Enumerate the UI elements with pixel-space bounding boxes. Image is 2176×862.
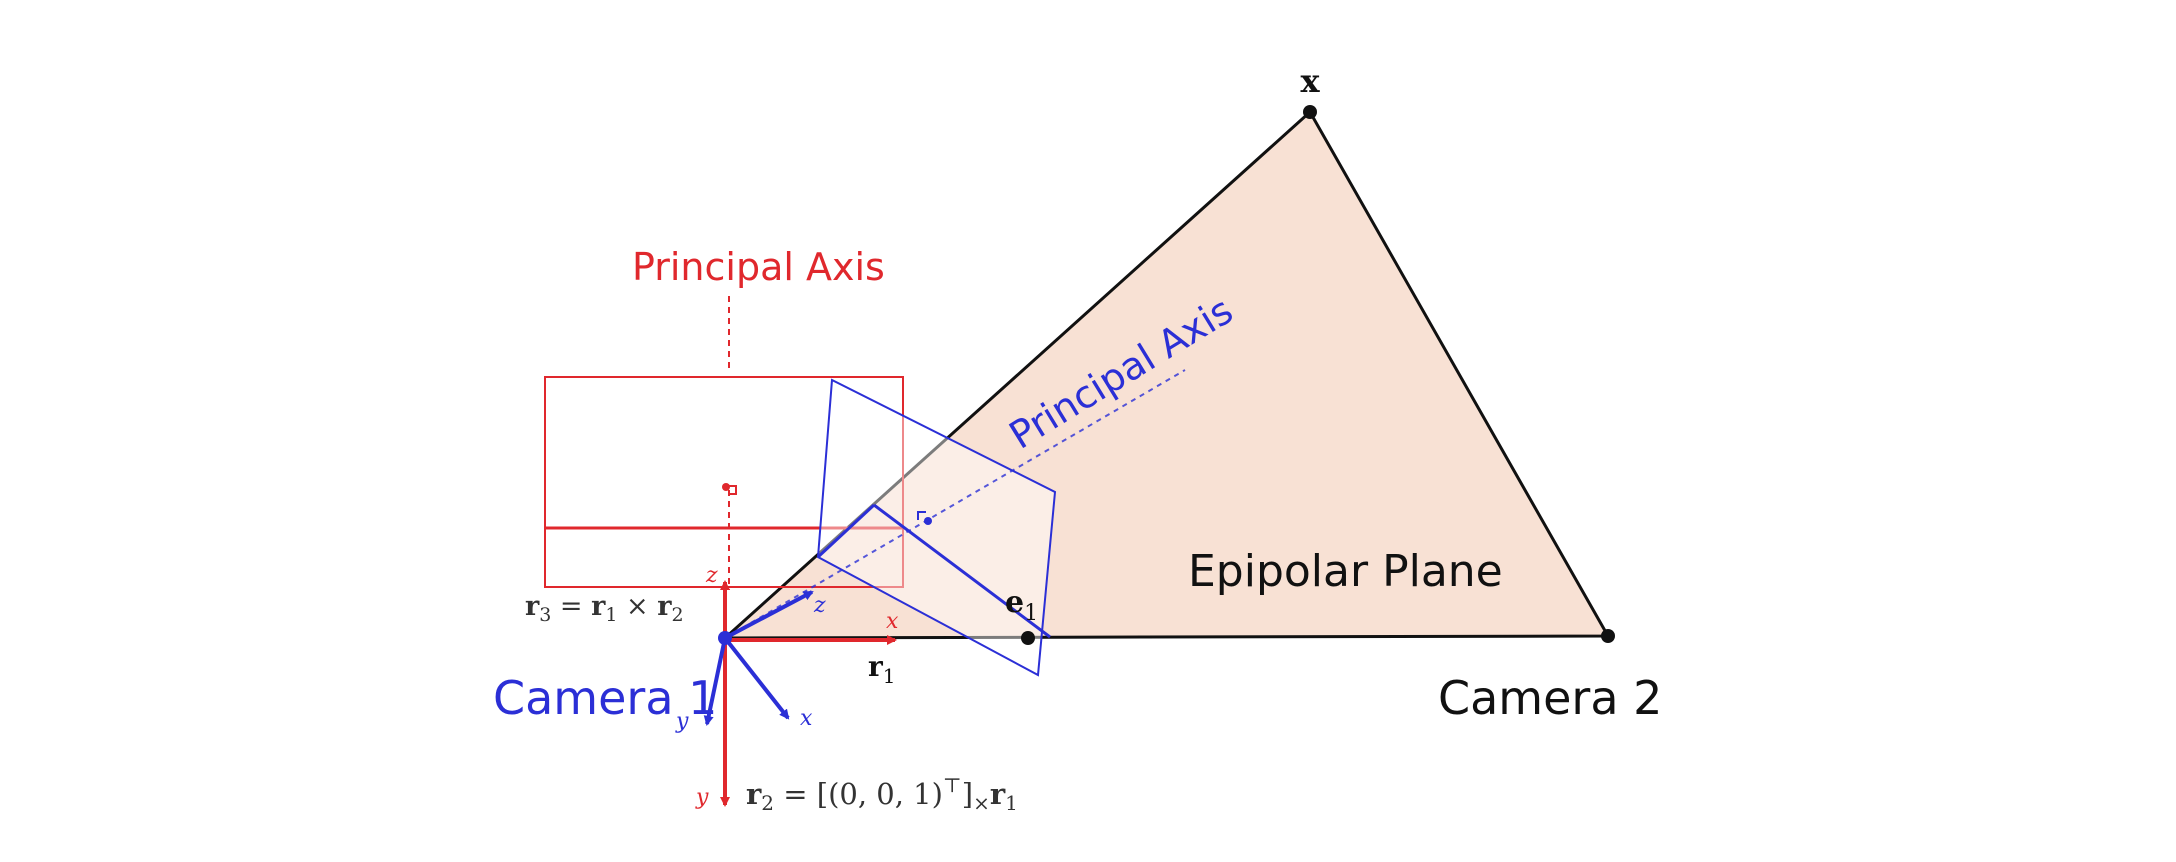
r2-sup: ⊤ [943, 773, 962, 797]
blue-axis-y-arrow [703, 637, 727, 726]
camera2-label: Camera 2 [1438, 671, 1662, 725]
r1-label: r1 [868, 650, 896, 688]
r3-a: r [591, 591, 606, 622]
point-x-label: x [1300, 62, 1320, 100]
camera2-center [1601, 629, 1615, 643]
blue-axis-z-arrow [724, 590, 814, 640]
blue-image-plane-midline [873, 503, 1051, 639]
red-axis-y-label: y [695, 785, 709, 810]
r3-eq-sign: = [551, 591, 591, 622]
camera1-label: Camera 1 [493, 671, 717, 725]
blue-axis-z-label: z [813, 593, 826, 618]
point-x [1303, 105, 1317, 119]
red-right-angle-marker [728, 485, 737, 495]
r3-lhs: r [525, 591, 540, 622]
r1-label-subscript: 1 [883, 664, 896, 688]
red-axis-x-label: x [886, 609, 899, 634]
red-axis-z-label: z [705, 563, 718, 588]
r3-b-sub: 2 [671, 604, 683, 626]
r2-lhs: r [746, 777, 762, 811]
blue-axis-x-label: x [800, 706, 813, 731]
blue-image-plane [816, 378, 1057, 677]
blue-image-plane-midline-left [816, 503, 876, 559]
r2-r: r [990, 777, 1006, 811]
r2-cross-sub: × [973, 791, 990, 815]
r3-op: × [617, 591, 657, 622]
epipole-point [1021, 631, 1035, 645]
blue-right-angle-marker [917, 511, 926, 520]
r2-r-sub: 1 [1005, 791, 1018, 815]
red-principal-axis-label: Principal Axis [632, 245, 885, 289]
r3-b: r [657, 591, 672, 622]
r2-close: ] [962, 777, 973, 811]
r3-a-sub: 1 [605, 604, 617, 626]
blue-principal-axis-line [724, 369, 1186, 639]
epipolar-plane [721, 109, 1611, 640]
r2-lhs-sub: 2 [761, 791, 774, 815]
blue-axis-x-arrow [723, 636, 790, 720]
r2-equation: r2 = [(0, 0, 1)⊤]×r1 [746, 773, 1018, 815]
r2-eq-body: = [(0, 0, 1) [774, 777, 943, 811]
blue-principal-point [924, 517, 932, 525]
epipole-label-subscript: 1 [1024, 601, 1038, 626]
r1-label-main: r [868, 650, 884, 683]
epipole-label-main: e [1005, 585, 1024, 620]
r3-lhs-sub: 3 [539, 604, 551, 626]
camera1-center [718, 631, 732, 645]
epipole-label: e1 [1005, 585, 1038, 626]
epipolar-plane-label: Epipolar Plane [1188, 546, 1503, 597]
r3-equation: r3 = r1 × r2 [525, 591, 684, 626]
blue-axis-y-label: y [675, 709, 689, 734]
